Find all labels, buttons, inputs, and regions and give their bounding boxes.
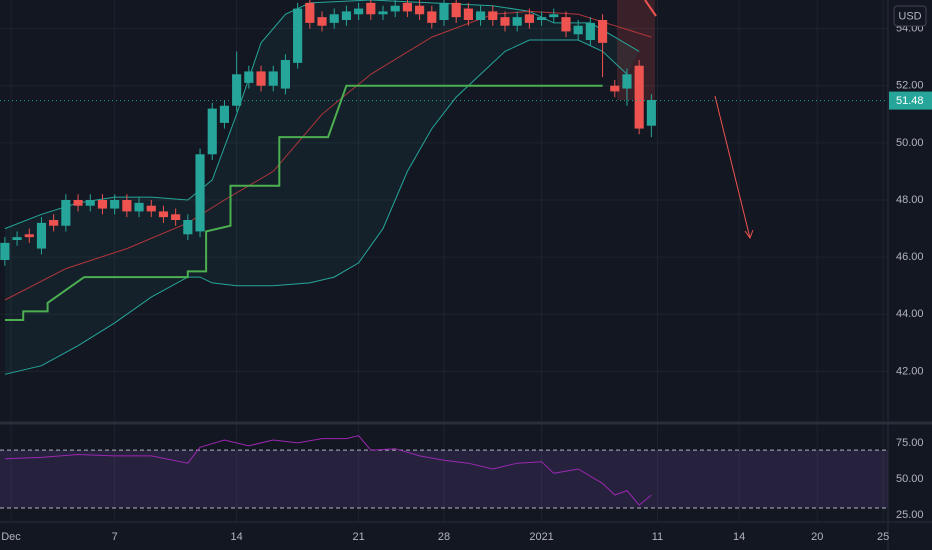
x-tick-label: Dec — [1, 531, 21, 543]
candle-body — [232, 74, 242, 106]
candle-body — [439, 2, 449, 20]
candle-body — [24, 234, 34, 238]
currency-box — [893, 5, 927, 27]
candle-body — [256, 71, 266, 86]
y-tick-label: 44.00 — [896, 308, 924, 320]
candle-body — [451, 2, 461, 18]
candle-body — [219, 105, 230, 123]
candle-body — [244, 71, 254, 83]
y-tick-label: 54.00 — [896, 22, 924, 34]
y-tick-label: 52.00 — [896, 80, 924, 92]
rsi-band — [0, 450, 888, 508]
rsi-line — [4, 435, 652, 506]
candle-body — [146, 205, 156, 212]
candle-body — [73, 200, 83, 206]
last-price-label: 51.48 — [896, 95, 924, 107]
candle-body — [622, 74, 632, 89]
rsi-tick-label: 50.00 — [896, 473, 924, 485]
x-tick-label: 21 — [352, 531, 364, 543]
forecast-line — [644, 0, 657, 17]
x-tick-label: 14 — [733, 531, 745, 543]
candle-body — [158, 211, 169, 218]
candle-body — [341, 11, 351, 20]
line-lower — [4, 39, 628, 375]
candle-body — [561, 17, 571, 32]
candle-body — [597, 20, 608, 43]
candle-body — [134, 202, 144, 212]
candle-body — [402, 2, 412, 12]
candle-body — [171, 214, 181, 220]
candle-body — [610, 85, 620, 92]
candle-body — [207, 108, 217, 155]
line-basis — [4, 10, 652, 301]
candle-body — [646, 100, 656, 126]
rsi-pane — [0, 435, 888, 509]
candle-body — [85, 200, 95, 206]
candle-body — [415, 5, 425, 15]
candle-body — [354, 8, 364, 15]
candle-body — [280, 60, 291, 89]
candle-body — [378, 11, 388, 15]
arrow — [714, 95, 751, 239]
x-tick-label: 7 — [112, 531, 118, 543]
band-fill — [4, 0, 640, 375]
candle-body — [549, 14, 559, 18]
candle-body — [573, 25, 583, 35]
y-tick-label: 42.00 — [896, 365, 924, 377]
candle-body — [122, 200, 132, 212]
rsi-tick-label: 75.00 — [896, 437, 924, 449]
candle-body — [329, 14, 339, 23]
candle-body — [476, 11, 486, 20]
candle-body — [463, 8, 473, 20]
currency: USD — [898, 10, 921, 22]
candle-body — [49, 220, 59, 226]
line-stop — [4, 84, 603, 321]
candle-body — [524, 14, 534, 23]
x-tick-label: 20 — [811, 531, 823, 543]
y-tick-label: 50.00 — [896, 137, 924, 149]
candle-body — [488, 11, 498, 20]
x-tick-label: 28 — [438, 531, 450, 543]
candle-body — [97, 200, 108, 209]
candle-body — [512, 17, 522, 26]
candle-body — [293, 8, 303, 63]
candle-body — [12, 237, 22, 240]
candle-body — [317, 17, 327, 26]
candle-body — [110, 200, 120, 209]
y-tick-label: 46.00 — [896, 251, 924, 263]
y-tick-label: 48.00 — [896, 194, 924, 206]
last-price-box — [889, 91, 932, 110]
axes: Dec 7 14 21 28 2021 11 14 20 25 42.00 44.00 46.00 48.… — [1, 22, 923, 542]
x-tick-label: 25 — [877, 531, 889, 543]
candle-body — [634, 65, 644, 129]
candle-body — [268, 71, 278, 86]
x-tick-label: 14 — [231, 531, 243, 543]
x-tick-label: 2021 — [529, 531, 553, 543]
arrow-head — [744, 229, 754, 240]
price-pane — [0, 0, 656, 375]
line-upper — [4, 0, 640, 230]
candle-body — [500, 17, 510, 26]
candle-body — [366, 2, 376, 15]
candle-body — [0, 242, 10, 260]
candle-body — [195, 154, 205, 232]
candle-body — [305, 2, 315, 23]
rsi-tick-label: 25.00 — [896, 509, 924, 521]
candle-body — [427, 11, 437, 23]
candle-body — [61, 200, 71, 226]
x-tick-label: 11 — [652, 531, 663, 543]
candle-body — [36, 222, 47, 249]
candle-body — [585, 22, 595, 40]
candle-body — [183, 220, 193, 235]
candle-body — [390, 5, 400, 12]
candle-body — [537, 17, 547, 20]
